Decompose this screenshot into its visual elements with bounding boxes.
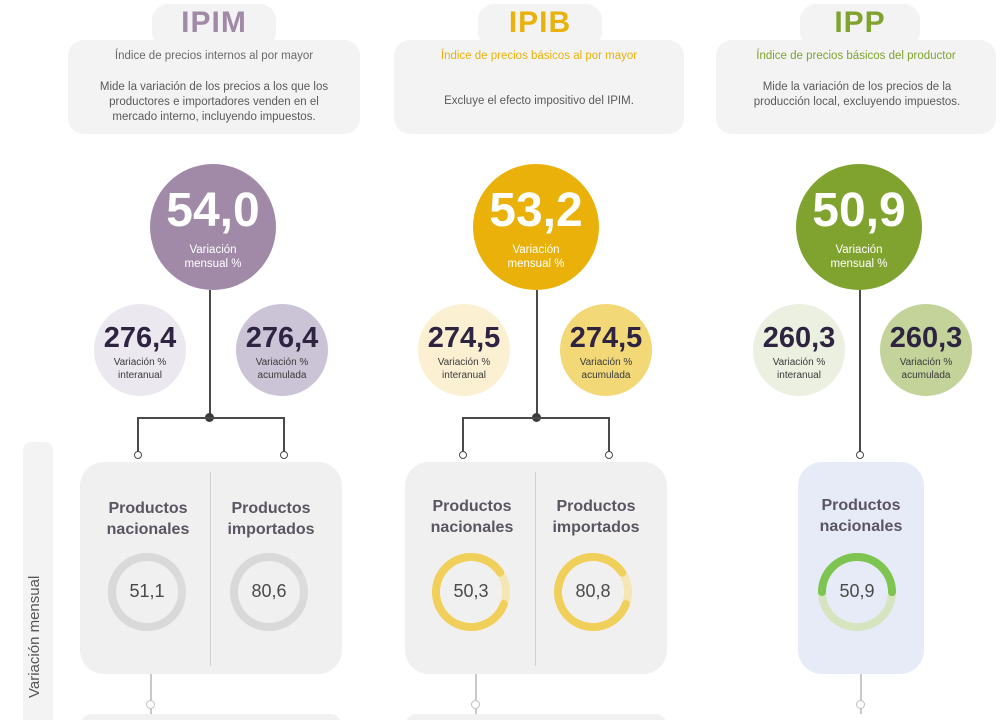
panel-divider bbox=[210, 472, 211, 666]
connector-dot bbox=[459, 451, 467, 459]
gauge-arc bbox=[818, 553, 896, 631]
monthly-value: 50,9 bbox=[812, 184, 906, 237]
gauge-svg bbox=[108, 553, 186, 631]
column-title: IPP bbox=[834, 6, 886, 39]
annual-label: Variación % interanual bbox=[437, 357, 491, 381]
connector-line bbox=[462, 417, 609, 419]
monthly-circle: 54,0 Variación mensual % bbox=[150, 164, 276, 290]
gauge-arc bbox=[230, 553, 308, 631]
product-gauge: 50,9 bbox=[816, 551, 898, 633]
bottom-dot bbox=[856, 700, 865, 709]
gauge-svg bbox=[230, 553, 308, 631]
accumulated-label: Variación % acumulada bbox=[255, 357, 309, 381]
accumulated-value: 274,5 bbox=[569, 322, 643, 354]
connector-line bbox=[137, 417, 139, 453]
annual-value: 276,4 bbox=[103, 322, 177, 354]
connector-dot bbox=[280, 451, 288, 459]
accumulated-value: 276,4 bbox=[245, 322, 319, 354]
monthly-label: Variación mensual % bbox=[507, 244, 565, 270]
column-subtitle: Índice de precios internos al por mayor bbox=[114, 50, 314, 62]
product-gauge: 51,1 bbox=[106, 551, 188, 633]
header-box bbox=[394, 40, 684, 134]
connector-line bbox=[137, 417, 284, 419]
product-label: Productos importados bbox=[552, 498, 640, 536]
gauge-arc bbox=[432, 553, 510, 631]
product-value: 50,9 bbox=[839, 581, 875, 601]
gauge-svg bbox=[554, 553, 632, 631]
bottom-connector bbox=[150, 674, 152, 714]
monthly-circle: 50,9 Variación mensual % bbox=[796, 164, 922, 290]
column-subtitle: Índice de precios básicos al por mayor bbox=[440, 50, 638, 62]
product-label: Productos importados bbox=[227, 500, 315, 538]
monthly-circle: 53,2 Variación mensual % bbox=[473, 164, 599, 290]
monthly-label: Variación mensual % bbox=[184, 244, 242, 270]
accumulated-label: Variación % acumulada bbox=[899, 357, 953, 381]
column-title: IPIB bbox=[508, 6, 572, 39]
product-label: Productos nacionales bbox=[819, 497, 903, 535]
product-value: 51,1 bbox=[129, 581, 165, 601]
gauge-svg bbox=[818, 553, 896, 631]
bottom-connector bbox=[475, 674, 477, 714]
connector-line bbox=[283, 417, 285, 453]
column-subtitle: Índice de precios básicos del productor bbox=[756, 50, 956, 62]
annual-circle: 276,4 Variación % interanual bbox=[94, 304, 186, 396]
connector-line bbox=[462, 417, 464, 453]
column-description: Excluye el efecto impositivo del IPIM. bbox=[444, 95, 634, 107]
product-label: Productos nacionales bbox=[106, 500, 190, 538]
product-value: 80,6 bbox=[251, 581, 287, 601]
header-box bbox=[68, 40, 360, 134]
product-gauge: 50,3 bbox=[430, 551, 512, 633]
annual-circle: 274,5 Variación % interanual bbox=[418, 304, 510, 396]
accumulated-circle: 276,4 Variación % acumulada bbox=[236, 304, 328, 396]
connector-dot bbox=[856, 451, 864, 459]
connector-line bbox=[209, 290, 211, 418]
monthly-label: Variación mensual % bbox=[830, 244, 888, 270]
bottom-dot bbox=[146, 700, 155, 709]
connector-line bbox=[859, 290, 861, 453]
annual-value: 274,5 bbox=[427, 322, 501, 354]
annual-label: Variación % interanual bbox=[772, 357, 826, 381]
connector-dot bbox=[134, 451, 142, 459]
annual-label: Variación % interanual bbox=[113, 357, 167, 381]
panel-divider bbox=[535, 472, 536, 666]
column-title: IPIM bbox=[181, 6, 247, 39]
gauge-arc bbox=[108, 553, 186, 631]
monthly-value: 54,0 bbox=[166, 184, 260, 237]
product-label: Productos nacionales bbox=[430, 498, 514, 536]
side-label-bar bbox=[23, 442, 53, 720]
accumulated-circle: 274,5 Variación % acumulada bbox=[560, 304, 652, 396]
annual-circle: 260,3 Variación % interanual bbox=[753, 304, 845, 396]
column-description: Mide la variación de los precios de la p… bbox=[753, 81, 961, 108]
connector-line bbox=[608, 417, 610, 453]
gauge-arc bbox=[554, 553, 632, 631]
product-value: 80,8 bbox=[575, 581, 611, 601]
gauge-svg bbox=[432, 553, 510, 631]
annual-value: 260,3 bbox=[762, 322, 836, 354]
accumulated-circle: 260,3 Variación % acumulada bbox=[880, 304, 972, 396]
accumulated-label: Variación % acumulada bbox=[579, 357, 633, 381]
bottom-dot bbox=[471, 700, 480, 709]
product-gauge: 80,8 bbox=[552, 551, 634, 633]
bottom-box bbox=[80, 714, 342, 720]
bottom-connector bbox=[860, 674, 862, 714]
side-label: Variación mensual bbox=[26, 575, 43, 698]
header-box bbox=[716, 40, 996, 134]
connector-dot bbox=[605, 451, 613, 459]
products-panel bbox=[798, 462, 924, 674]
product-value: 50,3 bbox=[453, 581, 489, 601]
accumulated-value: 260,3 bbox=[889, 322, 963, 354]
bottom-box bbox=[405, 714, 667, 720]
connector-line bbox=[536, 290, 538, 418]
monthly-value: 53,2 bbox=[489, 184, 583, 237]
product-gauge: 80,6 bbox=[228, 551, 310, 633]
column-description: Mide la variación de los precios a los q… bbox=[99, 81, 329, 123]
